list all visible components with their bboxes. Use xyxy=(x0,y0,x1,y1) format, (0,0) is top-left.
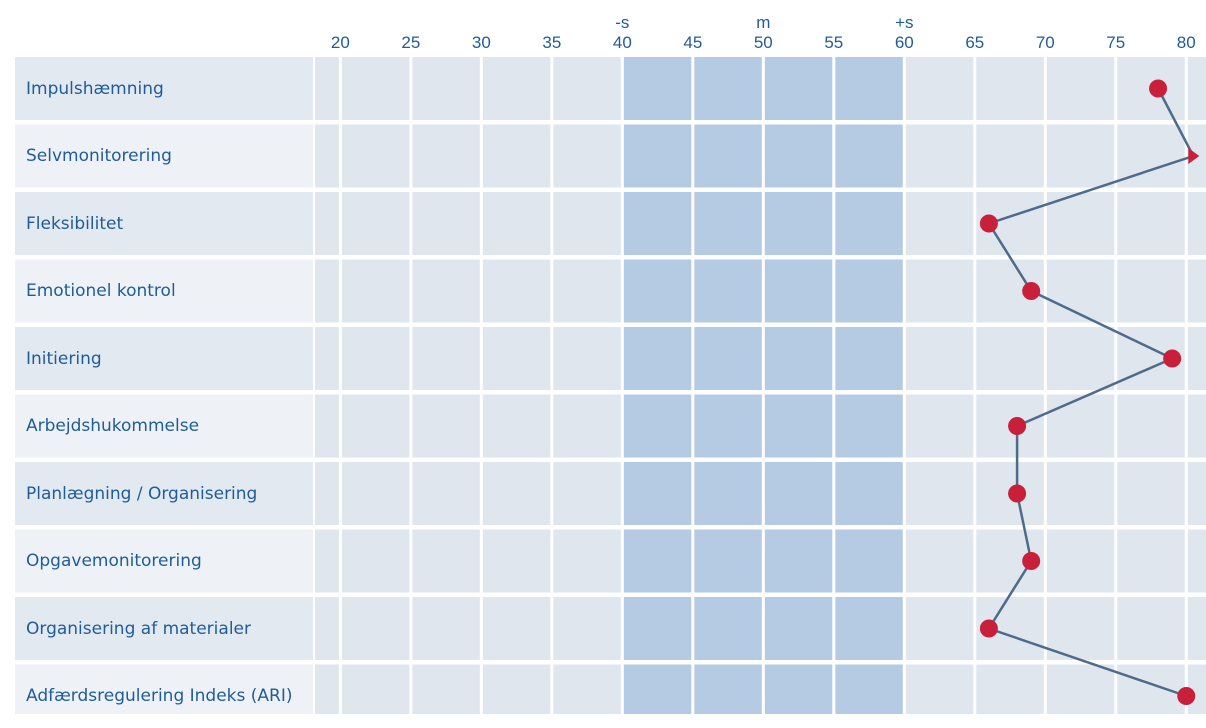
x-tick-label: 75 xyxy=(1106,33,1125,52)
x-tick-label: 50 xyxy=(754,33,773,52)
point xyxy=(1163,349,1182,368)
row-gap xyxy=(15,120,1206,125)
x-tick-label: 45 xyxy=(683,33,702,52)
row-label-bg xyxy=(15,597,313,660)
off-scale-marker xyxy=(1188,148,1200,164)
profile-line xyxy=(986,87,1196,698)
point xyxy=(1177,687,1196,705)
point xyxy=(1022,282,1041,300)
row-gap xyxy=(15,457,1206,462)
row-label: Planlægning / Organisering xyxy=(26,483,258,504)
point xyxy=(1008,417,1027,435)
x-tick-label: 25 xyxy=(401,33,420,52)
row-gap xyxy=(15,187,1206,192)
row-label-bg xyxy=(15,259,313,323)
row-label-bg xyxy=(15,529,313,593)
point xyxy=(1022,552,1041,570)
row-label-bg xyxy=(15,57,313,120)
x-tick-label: 70 xyxy=(1036,33,1055,52)
x-tick-label: 60 xyxy=(895,33,914,52)
row-label: Adfærdsregulering Indeks (ARI) xyxy=(26,686,293,706)
row-label: Selvmonitorering xyxy=(26,146,172,166)
row-label-bg xyxy=(15,124,313,188)
x-tick-label: 35 xyxy=(542,33,561,52)
point xyxy=(1149,79,1168,98)
row-gap xyxy=(15,255,1206,260)
row-gap xyxy=(15,322,1206,327)
row-label-bg xyxy=(15,192,313,255)
band-label: +s xyxy=(895,13,913,32)
row-label: Arbejdshukommelse xyxy=(26,416,200,436)
x-tick-label: 80 xyxy=(1177,33,1196,52)
point xyxy=(1008,484,1027,503)
x-tick-label: 30 xyxy=(472,33,491,52)
row-label: Initiering xyxy=(26,348,102,369)
row-gap xyxy=(15,525,1206,530)
band-label: m xyxy=(756,13,770,32)
x-tick-label: 65 xyxy=(965,33,984,52)
x-tick-label: 55 xyxy=(824,33,843,52)
point xyxy=(979,619,998,638)
band-label: -s xyxy=(615,13,629,32)
row-label: Opgavemonitorering xyxy=(26,551,202,571)
row-gap xyxy=(15,390,1206,395)
row-label: Emotionel kontrol xyxy=(26,281,176,301)
x-tick-label: 20 xyxy=(331,33,350,52)
row-label-bg xyxy=(15,327,313,390)
row-label-bg xyxy=(15,664,313,714)
x-tick-label: 40 xyxy=(613,33,632,52)
row-label: Organisering af materialer xyxy=(26,618,251,639)
point xyxy=(979,214,998,233)
row-label: Impulshæmning xyxy=(26,78,164,99)
row-label: Fleksibilitet xyxy=(26,213,124,234)
row-gap xyxy=(15,592,1206,597)
row-label-bg xyxy=(15,394,313,458)
row-label-bg xyxy=(15,462,313,525)
row-gap xyxy=(15,660,1206,665)
